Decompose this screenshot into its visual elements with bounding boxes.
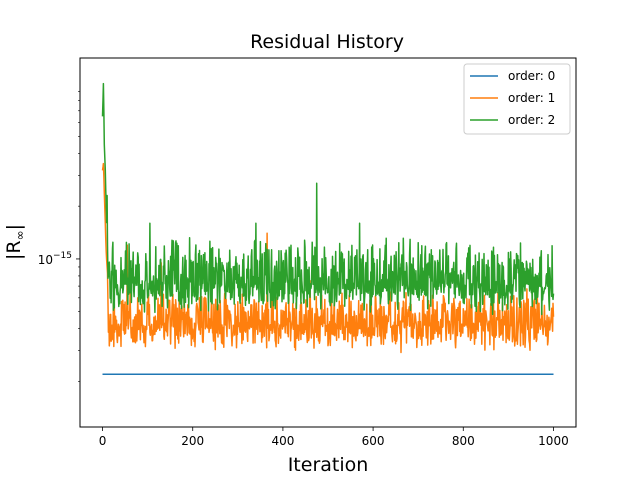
legend: order: 0 order: 1 order: 2 [463, 63, 571, 135]
x-tick-label: 800 [452, 434, 475, 448]
x-tick-label: 0 [99, 434, 107, 448]
y-axis-label: |R∞| [3, 224, 27, 260]
y-axis-ticks: 10−15 [38, 91, 80, 382]
legend-label-2: order: 2 [508, 113, 555, 127]
legend-label-0: order: 0 [508, 69, 555, 83]
y-tick-label: 10−15 [38, 251, 72, 267]
series-line-1 [101, 162, 555, 354]
legend-box [463, 63, 571, 135]
x-axis-label: Iteration [288, 454, 369, 476]
x-tick-label: 200 [181, 434, 204, 448]
x-tick-label: 400 [271, 434, 294, 448]
axes-frame [79, 57, 577, 428]
x-tick-label: 600 [362, 434, 385, 448]
plot-area [101, 82, 555, 375]
x-tick-label: 1000 [538, 434, 569, 448]
legend-label-1: order: 1 [508, 91, 555, 105]
series-line-2 [101, 82, 555, 316]
x-axis-ticks: 0 200 400 600 800 1000 [99, 427, 569, 448]
chart-title: Residual History [250, 31, 404, 53]
